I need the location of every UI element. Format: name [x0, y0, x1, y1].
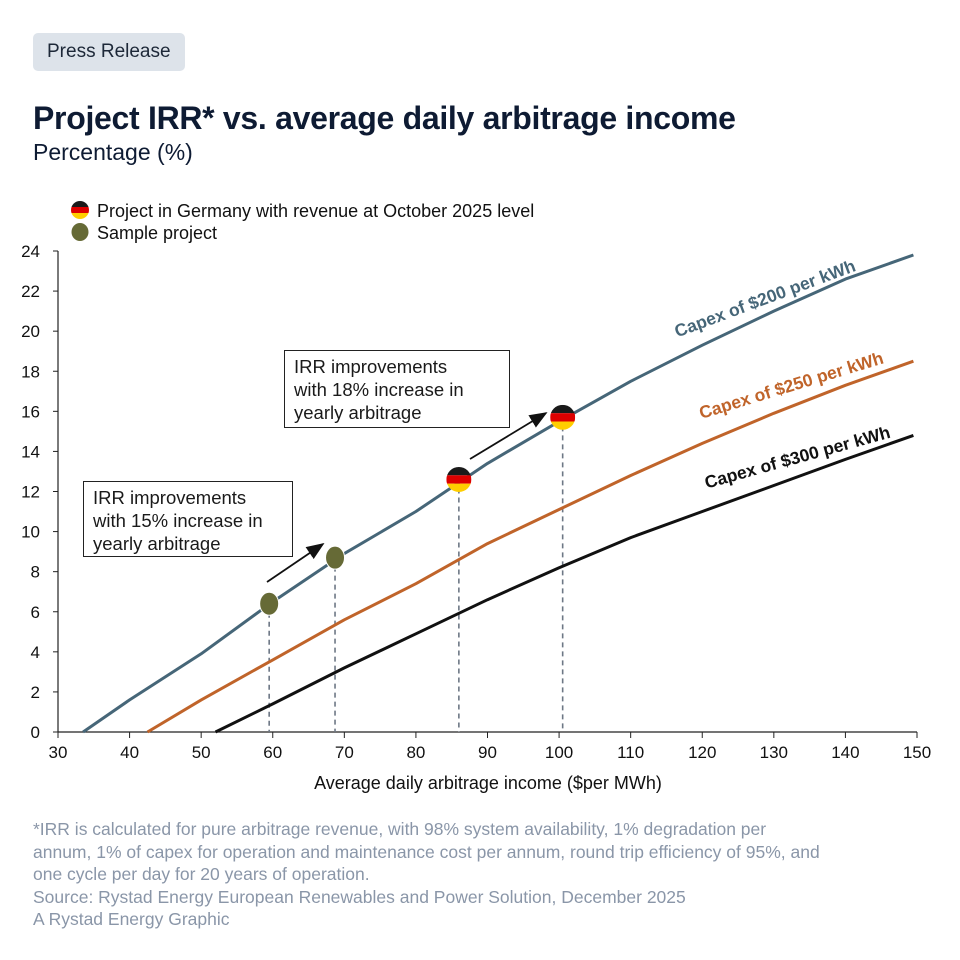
y-tick-label: 16: [21, 402, 40, 421]
footnote-line-2: annum, 1% of capex for operation and mai…: [33, 841, 820, 862]
x-tick-label: 120: [688, 743, 716, 762]
y-tick-label: 2: [31, 683, 40, 702]
x-tick-label: 130: [760, 743, 788, 762]
x-tick-label: 140: [831, 743, 859, 762]
y-tick-label: 24: [21, 242, 40, 261]
legend-sample-label: Sample project: [97, 223, 217, 243]
footnote-line-3: one cycle per day for 20 years of operat…: [33, 864, 370, 884]
legend-germany-icon: [71, 201, 89, 219]
x-tick-label: 80: [406, 743, 425, 762]
y-tick-label: 8: [31, 563, 40, 582]
x-tick-label: 70: [335, 743, 354, 762]
y-tick-label: 4: [31, 643, 40, 662]
germany-project-marker: [550, 404, 576, 430]
x-tick-label: 150: [903, 743, 931, 762]
annotation-lower-line-3: yearly arbitrage: [93, 533, 221, 554]
x-tick-label: 110: [617, 743, 644, 762]
annotation-lower-line-2: with 15% increase in: [93, 510, 263, 531]
x-axis-title: Average daily arbitrage income ($per MWh…: [314, 773, 662, 793]
y-tick-label: 12: [21, 483, 40, 502]
arrow-upper: [469, 412, 548, 460]
series-line-capex-of-200-per-kwh: [82, 253, 914, 734]
series-label: Capex of $250 per kWh: [697, 348, 886, 423]
legend-sample-icon: [71, 223, 89, 241]
x-tick-label: 60: [263, 743, 282, 762]
footnote-credit: A Rystad Energy Graphic: [33, 909, 230, 929]
sample-project-marker: [325, 545, 346, 570]
y-tick-label: 0: [31, 723, 40, 742]
footnote-line-1: *IRR is calculated for pure arbitrage re…: [33, 819, 767, 839]
germany-project-marker: [446, 466, 472, 492]
y-tick-label: 18: [21, 362, 40, 381]
annotation-lower: IRR improvements with 15% increase in ye…: [83, 481, 293, 557]
annotation-upper-line-1: IRR improvements: [294, 356, 448, 377]
annotation-upper-line-2: with 18% increase in: [294, 379, 464, 400]
y-tick-label: 10: [21, 523, 40, 542]
x-tick-label: 30: [49, 743, 68, 762]
series-label: Capex of $200 per kWh: [672, 255, 858, 341]
y-tick-label: 22: [21, 282, 40, 301]
arrow-lower: [266, 542, 325, 583]
footnote-source: Source: Rystad Energy European Renewable…: [33, 886, 686, 907]
x-tick-label: 90: [478, 743, 497, 762]
y-tick-label: 20: [21, 322, 40, 341]
legend-germany-label: Project in Germany with revenue at Octob…: [97, 201, 534, 221]
chart-subtitle: Percentage (%): [33, 139, 193, 165]
y-tick-label: 6: [31, 603, 40, 622]
footnote: *IRR is calculated for pure arbitrage re…: [33, 818, 938, 931]
annotation-lower-line-1: IRR improvements: [93, 487, 247, 508]
series-line-capex-of-300-per-kwh: [214, 433, 914, 734]
x-tick-label: 50: [192, 743, 211, 762]
annotation-upper: IRR improvements with 18% increase in ye…: [284, 350, 510, 428]
y-tick-label: 14: [21, 442, 40, 461]
sample-project-marker: [259, 591, 280, 616]
chart-title: Project IRR* vs. average daily arbitrage…: [33, 100, 736, 136]
press-release-badge: Press Release: [33, 33, 185, 71]
x-tick-label: 100: [545, 743, 573, 762]
x-tick-label: 40: [120, 743, 139, 762]
series-line-capex-of-250-per-kwh: [146, 359, 914, 734]
annotation-upper-line-3: yearly arbitrage: [294, 402, 422, 423]
